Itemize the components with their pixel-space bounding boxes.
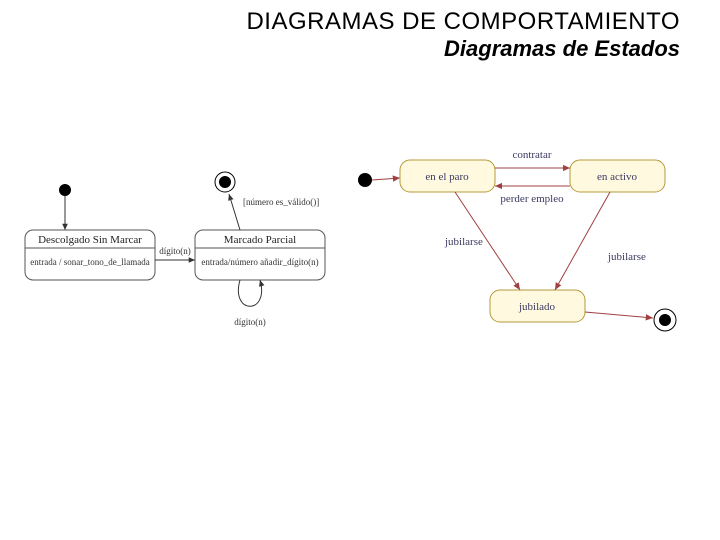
title-line1: DIAGRAMAS DE COMPORTAMIENTO: [246, 8, 680, 36]
title-block: DIAGRAMAS DE COMPORTAMIENTO Diagramas de…: [246, 8, 680, 62]
diagrams-area: Descolgado Sin Marcar entrada / sonar_to…: [15, 150, 705, 390]
edge-s2-to-exit: [229, 194, 240, 230]
edge-perder-label: perder empleo: [500, 193, 564, 205]
state-marcado-action: entrada/número añadir_dígito(n): [201, 257, 318, 267]
edge-exit-label: [número es_válido()]: [243, 197, 319, 207]
title-line2: Diagramas de Estados: [246, 36, 680, 62]
state-activo-label: en activo: [597, 171, 638, 183]
page: DIAGRAMAS DE COMPORTAMIENTO Diagramas de…: [0, 0, 720, 540]
edge-jubilarse-paro-label: jubilarse: [444, 236, 483, 248]
state-jubilado: jubilado: [490, 290, 585, 322]
exit-state-icon: [215, 172, 235, 192]
state-activo: en activo: [570, 160, 665, 192]
edge-jubilado-to-final: [585, 312, 653, 318]
edge-s2-self-label: dígito(n): [234, 317, 266, 327]
edge-s1-s2-label: dígito(n): [159, 246, 191, 256]
state-paro: en el paro: [400, 160, 495, 192]
state-descolgado-title: Descolgado Sin Marcar: [38, 234, 142, 246]
edge-jubilarse-activo: [555, 192, 610, 290]
edge-jubilarse-activo-label: jubilarse: [607, 251, 646, 263]
state-paro-label: en el paro: [425, 171, 469, 183]
state-diagram-right: en el paro en activo contratar perder em…: [345, 140, 705, 350]
state-jubilado-label: jubilado: [518, 301, 556, 313]
initial-state-icon: [358, 173, 372, 187]
initial-state-icon: [59, 184, 71, 196]
edge-s2-selfloop: [238, 280, 261, 306]
edge-contratar-label: contratar: [512, 149, 551, 161]
state-diagram-left: Descolgado Sin Marcar entrada / sonar_to…: [15, 150, 345, 350]
final-state-icon: [654, 309, 676, 331]
state-descolgado-action: entrada / sonar_tono_de_llamada: [30, 257, 149, 267]
state-descolgado: Descolgado Sin Marcar entrada / sonar_to…: [25, 230, 155, 280]
state-marcado-title: Marcado Parcial: [224, 234, 296, 246]
state-marcado: Marcado Parcial entrada/número añadir_dí…: [195, 230, 325, 280]
edge-initial-to-paro: [372, 178, 400, 180]
